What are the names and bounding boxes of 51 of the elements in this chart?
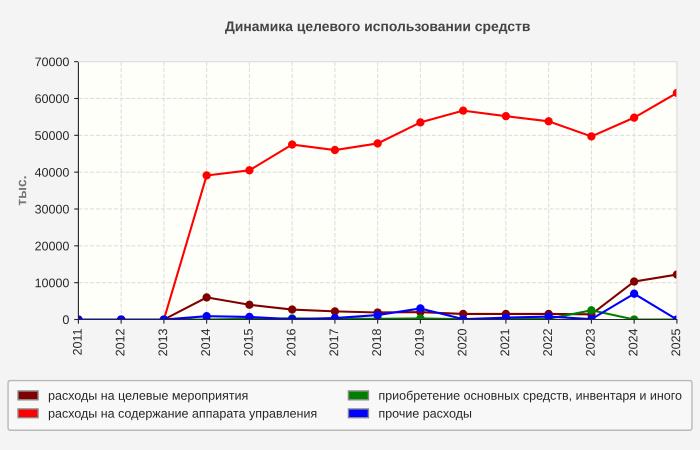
legend-label: расходы на целевые мероприятия xyxy=(48,393,248,402)
x-tick-label: 2014 xyxy=(201,328,210,356)
y-axis-title: тыс. xyxy=(18,176,26,206)
legend-label: расходы на содержание аппарата управления xyxy=(48,410,316,420)
x-tick-label: 2015 xyxy=(244,329,253,356)
x-tick-label: 2021 xyxy=(500,329,510,356)
point xyxy=(587,306,596,314)
x-tick-label: 2019 xyxy=(414,329,424,356)
point xyxy=(330,307,340,316)
y-tick-label: 30000 xyxy=(35,204,69,214)
point xyxy=(544,312,553,320)
x-tick-label: 2022 xyxy=(543,329,552,356)
y-tick-label: 40000 xyxy=(34,168,69,177)
x-tick-label: 2016 xyxy=(286,329,296,356)
x-tick-label: 2025 xyxy=(671,329,680,356)
point xyxy=(630,290,638,298)
y-tick-label: 10000 xyxy=(36,278,69,288)
point xyxy=(502,112,510,120)
point xyxy=(373,139,382,148)
point xyxy=(288,305,296,314)
legend-label: прочие расходы xyxy=(379,410,472,420)
point xyxy=(202,171,211,180)
x-tick-label: 2018 xyxy=(372,329,382,356)
x-tick-label: 2012 xyxy=(116,329,125,356)
point xyxy=(544,117,553,126)
point xyxy=(587,132,596,141)
y-tick-label: 50000 xyxy=(35,131,69,140)
x-tick-label: 2023 xyxy=(586,329,595,356)
point xyxy=(330,146,340,154)
point xyxy=(245,166,254,174)
x-tick-label: 2024 xyxy=(628,328,638,356)
point xyxy=(202,312,211,320)
y-tick-label: 70000 xyxy=(35,57,69,66)
x-tick-label: 2013 xyxy=(158,329,168,356)
point xyxy=(630,277,638,286)
x-tick-label: 2017 xyxy=(329,329,338,356)
point xyxy=(416,118,425,127)
point xyxy=(373,310,382,320)
y-tick-label: 60000 xyxy=(35,94,69,104)
point xyxy=(458,106,468,115)
y-tick-label: 20000 xyxy=(35,242,69,250)
point xyxy=(245,300,254,309)
point xyxy=(288,140,296,149)
x-tick-label: 2020 xyxy=(458,329,467,356)
chart-title: Динамика целевого использовании средств xyxy=(225,22,530,34)
legend-label: приобретение основных средств, инвентаря и иного xyxy=(379,390,682,402)
point xyxy=(630,113,638,122)
y-tick-label: 0 xyxy=(62,315,69,324)
point xyxy=(202,293,211,302)
x-tick-label: 2011 xyxy=(72,329,82,355)
point xyxy=(416,304,425,313)
